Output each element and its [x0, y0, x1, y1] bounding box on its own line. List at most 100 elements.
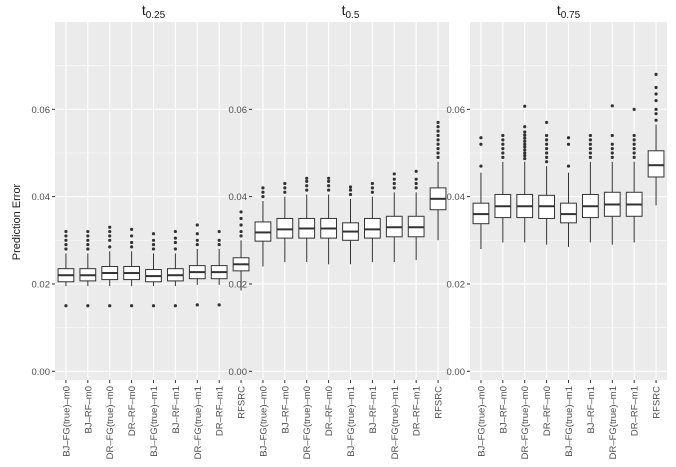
y-tick-label: 0.00 [229, 367, 248, 378]
outlier-point [610, 147, 614, 151]
outlier-point [632, 133, 636, 138]
outlier-point [632, 155, 636, 159]
outlier-point [436, 138, 440, 142]
outlier-point [64, 234, 68, 238]
outlier-point [64, 247, 68, 251]
outlier-point [654, 92, 658, 96]
outlier-point [414, 177, 418, 181]
panel-1: 0.00 0.02 0.04 0.06 t0.25 BJ–FG(true)–m0 BJ–RF… [32, 2, 252, 459]
outlier-point [632, 151, 636, 155]
outlier-point [654, 118, 658, 122]
outlier-point [523, 157, 527, 161]
outlier-point [566, 142, 571, 146]
box-9 [429, 120, 447, 241]
outlier-point [283, 181, 287, 186]
box-3 [101, 225, 119, 308]
outlier-point [523, 133, 527, 137]
outlier-point [130, 234, 134, 238]
outlier-point [545, 120, 549, 125]
outlier-point [64, 238, 68, 242]
outlier-point [501, 133, 505, 138]
x-category-label: BJ–FG(true)–m0 [258, 386, 269, 457]
outlier-point [610, 151, 614, 155]
outlier-point [545, 151, 549, 155]
outlier-point [217, 243, 221, 247]
outlier-point [588, 138, 592, 142]
outlier-point [566, 164, 571, 168]
outlier-point [173, 229, 177, 234]
outlier-point [632, 142, 636, 146]
box-1 [472, 136, 490, 250]
box-4 [320, 176, 337, 265]
outlier-point [414, 181, 418, 186]
outlier-point [151, 243, 156, 247]
outlier-point [501, 147, 505, 151]
x-category-label: DR–RF–m1 [215, 386, 226, 436]
panel-title-base: t [557, 2, 561, 18]
outlier-point [86, 238, 90, 242]
outlier-point [151, 232, 156, 236]
outlier-point [370, 181, 374, 186]
outlier-point [261, 195, 265, 199]
outlier-point [479, 142, 483, 146]
x-category-label: DR–FG(true)–m1 [390, 386, 401, 459]
outlier-point [610, 155, 614, 159]
box-iqr [276, 217, 294, 239]
outlier-point [588, 142, 592, 146]
outlier-point [654, 98, 658, 103]
outlier-point [523, 136, 527, 140]
outlier-point [436, 129, 440, 133]
outlier-point [130, 245, 134, 249]
box-1 [57, 229, 75, 308]
y-tick-label: 0.06 [447, 105, 466, 116]
x-category-label: BJ–RF–m0 [83, 386, 94, 434]
outlier-point [64, 243, 68, 247]
outlier-point [151, 238, 156, 242]
outlier-point [501, 151, 505, 155]
outlier-point [523, 125, 527, 129]
x-category-label: BJ–RF–m1 [171, 386, 182, 434]
outlier-point [108, 225, 112, 229]
x-category-label: BJ–FG(true)–m0 [476, 386, 487, 457]
box-3 [298, 176, 316, 263]
outlier-point [545, 133, 549, 138]
outlier-point [195, 223, 199, 227]
outlier-point [392, 186, 396, 190]
box-2 [79, 229, 97, 308]
outlier-point [370, 186, 374, 190]
box-7 [188, 223, 206, 307]
box-4 [123, 227, 140, 308]
box-8 [625, 107, 643, 243]
outlier-point [173, 236, 177, 240]
box-5 [145, 232, 162, 308]
outlier-point [545, 142, 549, 146]
outlier-point [588, 151, 592, 155]
x-category-label: RFSRC [434, 386, 445, 419]
outlier-point [283, 190, 287, 194]
x-category-label: BJ–RF–m0 [280, 386, 291, 434]
outlier-point [588, 133, 592, 138]
outlier-point [86, 234, 90, 238]
outlier-point [392, 172, 396, 176]
box-5 [342, 185, 359, 265]
outlier-point [327, 179, 331, 183]
panel-title-subscript: 0.75 [561, 10, 581, 21]
outlier-point [501, 155, 505, 159]
outlier-point [654, 72, 658, 76]
outlier-point [610, 104, 614, 108]
outlier-point [151, 304, 156, 308]
y-tick-label: 0.00 [447, 367, 466, 378]
x-category-label: BJ–FG(true)–m0 [61, 386, 72, 457]
outlier-point [305, 188, 309, 192]
outlier-point [108, 229, 112, 234]
outlier-point [239, 223, 243, 227]
outlier-point [239, 234, 243, 238]
outlier-point [436, 151, 440, 155]
outlier-point [108, 234, 112, 238]
outlier-point [327, 184, 331, 188]
outlier-point [479, 136, 483, 140]
y-tick-label: 0.00 [32, 367, 51, 378]
box-2 [494, 133, 512, 243]
y-axis-label: Prediction Error [11, 183, 23, 260]
